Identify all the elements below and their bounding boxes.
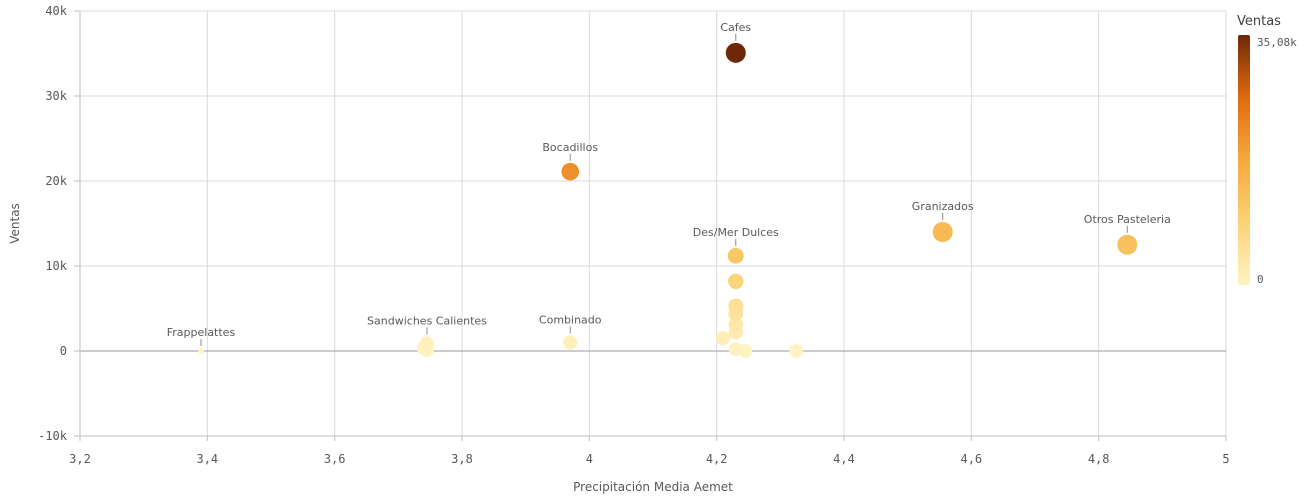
y-tick-label: -10k [38, 429, 68, 443]
y-tick-label: 0 [60, 344, 67, 358]
axes: 3,2 3,4 3,6 3,8 4 4,2 4,4 4,6 4,8 5 -10k 0 10k 20k 30k… [38, 4, 1230, 466]
data-point[interactable] [932, 222, 953, 242]
x-tick-label: 3,2 [69, 452, 91, 466]
data-point[interactable] [419, 336, 435, 351]
data-point[interactable] [728, 298, 744, 314]
data-point[interactable] [563, 335, 578, 350]
x-tick-label: 4,4 [833, 452, 855, 466]
point-label: Des/Mer Dulces [693, 226, 779, 239]
y-axis-title: Ventas [8, 203, 22, 244]
x-tick-label: 4,8 [1088, 452, 1110, 466]
data-point[interactable] [197, 348, 204, 354]
color-legend: Ventas 35,08k 0 [1237, 14, 1297, 286]
data-point[interactable] [725, 42, 746, 63]
data-point[interactable] [728, 317, 744, 332]
data-point[interactable] [728, 273, 744, 290]
x-axis-title: Precipitación Media Aemet [573, 480, 733, 494]
data-point[interactable] [561, 162, 580, 181]
data-points[interactable] [197, 42, 1138, 358]
x-tick-label: 4 [586, 452, 593, 466]
y-tick-label: 20k [45, 174, 67, 188]
x-tick-label: 3,4 [196, 452, 218, 466]
x-tick-label: 5 [1222, 452, 1229, 466]
x-tick-label: 4,6 [960, 452, 982, 466]
point-label: Sandwiches Calientes [367, 314, 487, 327]
data-point[interactable] [715, 331, 731, 346]
legend-min-label: 0 [1257, 273, 1264, 286]
y-tick-label: 10k [45, 259, 67, 273]
data-point[interactable] [727, 247, 744, 264]
x-tick-label: 3,6 [324, 452, 346, 466]
point-label: Bocadillos [542, 141, 598, 154]
data-point[interactable] [728, 342, 743, 357]
grid [79, 10, 1227, 437]
point-labels: Cafes Bocadillos Granizados Otros Pasteleri… [167, 21, 1171, 346]
y-tick-label: 40k [45, 4, 67, 18]
x-tick-label: 4,2 [706, 452, 728, 466]
data-point[interactable] [1117, 234, 1138, 255]
x-tick-label: 3,8 [451, 452, 473, 466]
legend-gradient-bar [1238, 35, 1250, 285]
legend-max-label: 35,08k [1257, 36, 1297, 49]
point-label: Otros Pasteleria [1084, 213, 1171, 226]
y-tick-label: 30k [45, 89, 67, 103]
data-point[interactable] [789, 344, 804, 358]
point-label: Combinado [539, 313, 602, 326]
point-label: Frappelattes [167, 326, 236, 339]
point-label: Cafes [720, 21, 751, 34]
legend-title: Ventas [1237, 14, 1281, 29]
point-label: Granizados [912, 200, 974, 213]
